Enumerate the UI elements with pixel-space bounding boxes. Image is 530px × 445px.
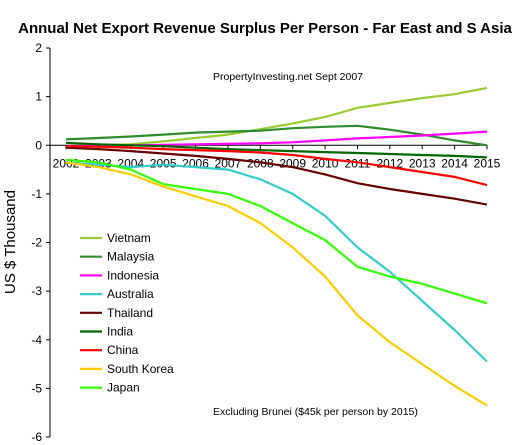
y-tick-label: -2 (31, 236, 42, 250)
chart-title: Annual Net Export Revenue Surplus Per Pe… (18, 20, 512, 37)
y-ticks: 2 1 0 -1 -2 -3 -4 -5 -6 (31, 41, 50, 444)
legend-label-india: India (107, 325, 133, 339)
x-tick-label: 2014 (441, 156, 468, 170)
note-annotation: Excluding Brunei ($45k per person by 201… (213, 406, 418, 418)
series-line-india (65, 141, 488, 159)
legend-label-indonesia: Indonesia (107, 268, 159, 282)
y-tick-label: -5 (31, 381, 42, 395)
legend: Vietnam Malaysia Indonesia Australia Thailan… (80, 231, 174, 395)
series-line-china (65, 145, 488, 187)
y-tick-label: -3 (31, 284, 42, 298)
legend-label-japan: Japan (107, 381, 140, 395)
y-tick-label: -4 (31, 333, 42, 347)
legend-label-china: China (107, 343, 139, 357)
y-tick-label: -1 (31, 187, 42, 201)
y-axis-label: US $ Thousand (2, 190, 19, 294)
y-tick-label: 1 (35, 90, 42, 104)
y-tick-label: 2 (35, 41, 42, 55)
x-tick-label: 2015 (474, 156, 501, 170)
series-line-south-korea (65, 161, 488, 407)
legend-label-south-korea: South Korea (107, 362, 174, 376)
series-line-japan (65, 158, 488, 305)
y-tick-label: -6 (31, 430, 42, 444)
series-layer (65, 86, 488, 407)
legend-label-vietnam: Vietnam (107, 231, 151, 245)
series-line-thailand (65, 146, 488, 206)
legend-label-malaysia: Malaysia (107, 250, 155, 264)
series-line-australia (65, 161, 488, 363)
x-tick-label: 2005 (150, 156, 177, 170)
source-annotation: PropertyInvesting.net Sept 2007 (213, 71, 363, 83)
legend-label-australia: Australia (107, 287, 154, 301)
series-line-malaysia (65, 124, 488, 147)
series-line-vietnam (65, 86, 488, 148)
legend-label-thailand: Thailand (107, 306, 153, 320)
x-tick-label: 2013 (409, 156, 436, 170)
y-tick-label: 0 (35, 138, 42, 152)
